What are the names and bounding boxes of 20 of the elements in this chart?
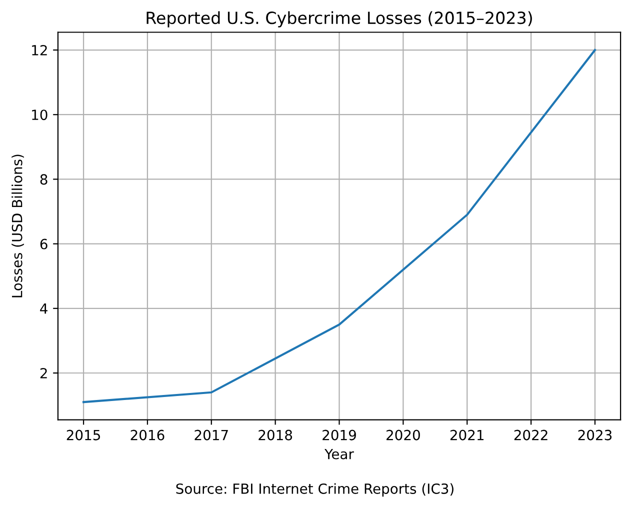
x-axis-title: Year bbox=[324, 448, 354, 460]
y-tick-label: 8 bbox=[40, 174, 48, 185]
y-tick-label: 2 bbox=[40, 368, 47, 378]
x-tick-label: 2023 bbox=[578, 430, 612, 440]
x-tick-label: 2018 bbox=[258, 430, 292, 440]
source-note: Source: FBI Internet Crime Reports (IC3) bbox=[176, 483, 454, 497]
x-tick-label: 2022 bbox=[514, 430, 548, 440]
x-tick-label: 2020 bbox=[386, 430, 420, 440]
x-tick-label: 2016 bbox=[130, 430, 164, 440]
x-tick-label: 2017 bbox=[194, 430, 228, 440]
chart-title: Reported U.S. Cybercrime Losses (2015–2023) bbox=[146, 11, 532, 28]
y-axis-title: Losses (USD Billions) bbox=[12, 154, 24, 298]
y-tick-label: 4 bbox=[40, 304, 48, 314]
line-series bbox=[82, 48, 596, 404]
y-tick-label: 10 bbox=[32, 110, 48, 120]
y-tick-label: 12 bbox=[32, 44, 47, 56]
x-tick-label: 2021 bbox=[450, 430, 484, 440]
x-tick-label: 2015 bbox=[66, 430, 100, 440]
x-tick-label: 2019 bbox=[322, 430, 356, 440]
y-tick-label: 6 bbox=[40, 238, 48, 250]
